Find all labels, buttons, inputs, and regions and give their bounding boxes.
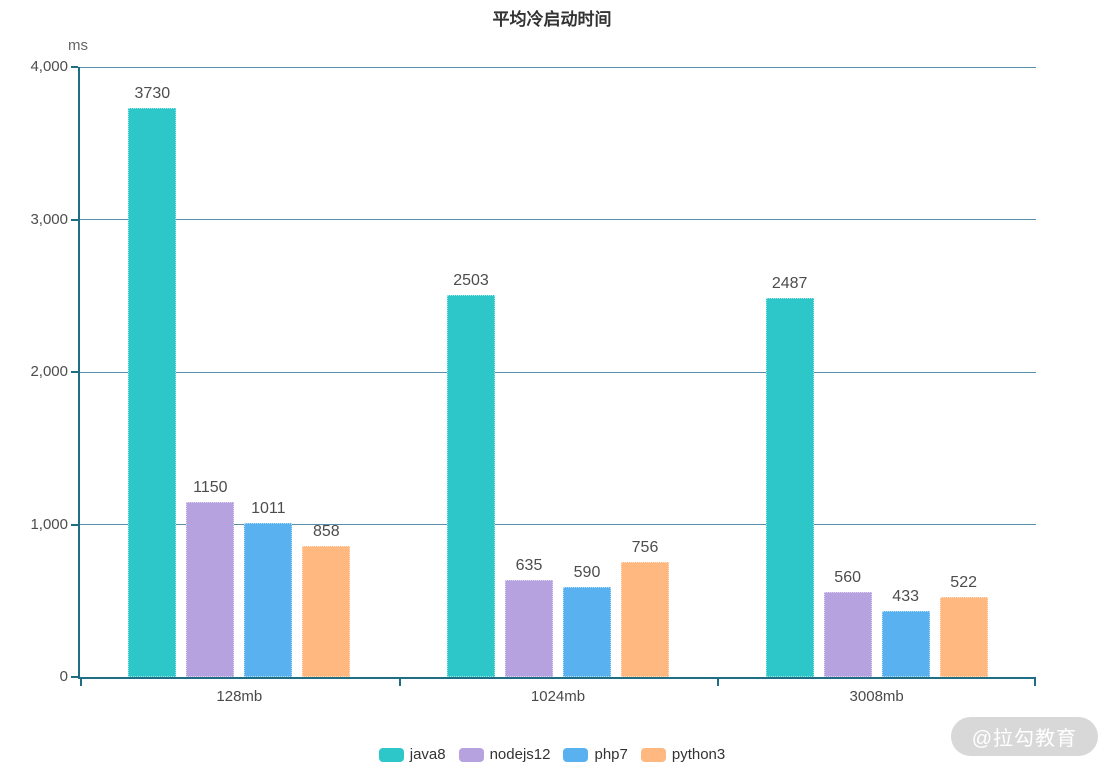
- bar-python3-128mb[interactable]: [302, 546, 351, 677]
- watermark-text: @拉勾教育: [971, 728, 1077, 750]
- legend-item-python3[interactable]: python3: [640, 746, 726, 763]
- x-axis-tick: [717, 677, 720, 686]
- bar-value-label: 1011: [251, 500, 286, 517]
- x-axis-label-3008mb: 3008mb: [849, 688, 904, 705]
- x-axis-tick: [398, 677, 401, 686]
- y-tick-label: 0: [59, 668, 68, 685]
- bar-php7-128mb[interactable]: [244, 523, 293, 677]
- bar-php7-1024mb[interactable]: [563, 587, 611, 677]
- plot-area: 0 1,000 2,000 3,000 4,000 3730 2503 2487 1150 635…: [30, 58, 1036, 705]
- legend-swatch-icon: [563, 747, 589, 762]
- legend-label: nodejs12: [489, 746, 551, 763]
- y-tick-label: 1,000: [30, 515, 68, 533]
- x-axis-label-128mb: 128mb: [216, 688, 263, 705]
- legend-swatch-icon: [378, 747, 404, 762]
- y-axis-tick: [71, 676, 78, 678]
- x-axis-label-1024mb: 1024mb: [530, 688, 586, 705]
- bar-nodejs12-3008mb[interactable]: [823, 592, 872, 677]
- bar-value-label: 858: [312, 523, 340, 540]
- gridline: [80, 524, 1036, 525]
- y-axis-tick: [71, 218, 78, 221]
- legend-swatch-icon: [640, 747, 666, 762]
- bar-python3-1024mb[interactable]: [621, 562, 669, 677]
- legend-label: php7: [594, 746, 628, 763]
- bar-nodejs12-128mb[interactable]: [186, 502, 235, 677]
- chart-title: 平均冷启动时间: [492, 10, 612, 29]
- gridline: [80, 371, 1036, 373]
- y-tick-label: 3,000: [30, 210, 68, 228]
- bar-value-label: 1150: [193, 479, 228, 496]
- legend-swatch-icon: [458, 747, 484, 762]
- bar-java8-3008mb[interactable]: [765, 298, 814, 677]
- y-axis-tick: [71, 371, 78, 373]
- legend-item-php7[interactable]: php7: [563, 746, 628, 763]
- gridline: [80, 67, 1036, 68]
- bar-value-label: 433: [892, 588, 919, 605]
- bar-php7-3008mb[interactable]: [881, 611, 930, 677]
- bar-value-label: 590: [573, 564, 601, 581]
- bar-python3-3008mb[interactable]: [939, 597, 988, 677]
- bar-value-label: 2503: [453, 272, 489, 289]
- gridline: [80, 219, 1036, 220]
- bar-value-label: 635: [515, 557, 543, 574]
- legend-item-java8[interactable]: java8: [378, 746, 446, 763]
- bar-value-label: 522: [950, 574, 977, 591]
- bar-value-label: 3730: [134, 85, 171, 102]
- bar-java8-1024mb[interactable]: [447, 295, 495, 677]
- legend-label: python3: [671, 746, 726, 763]
- bar-value-label: 2487: [771, 275, 808, 292]
- y-axis-tick: [71, 66, 78, 68]
- legend-item-nodejs12[interactable]: nodejs12: [458, 746, 551, 763]
- bar-value-label: 756: [631, 539, 659, 556]
- legend-label: java8: [409, 746, 446, 763]
- x-axis-tick: [1034, 677, 1036, 686]
- bar-value-label: 560: [834, 569, 861, 586]
- y-tick-label: 2,000: [30, 363, 68, 380]
- y-tick-label: 4,000: [30, 58, 68, 75]
- y-axis-tick: [71, 523, 78, 526]
- legend: java8 nodejs12 php7 python3: [0, 746, 1104, 763]
- watermark-badge: @拉勾教育: [950, 717, 1098, 756]
- bar-nodejs12-1024mb[interactable]: [505, 580, 553, 677]
- x-axis-tick: [80, 677, 82, 686]
- y-axis-unit-label: ms: [68, 37, 88, 54]
- bar-java8-128mb[interactable]: [128, 108, 177, 677]
